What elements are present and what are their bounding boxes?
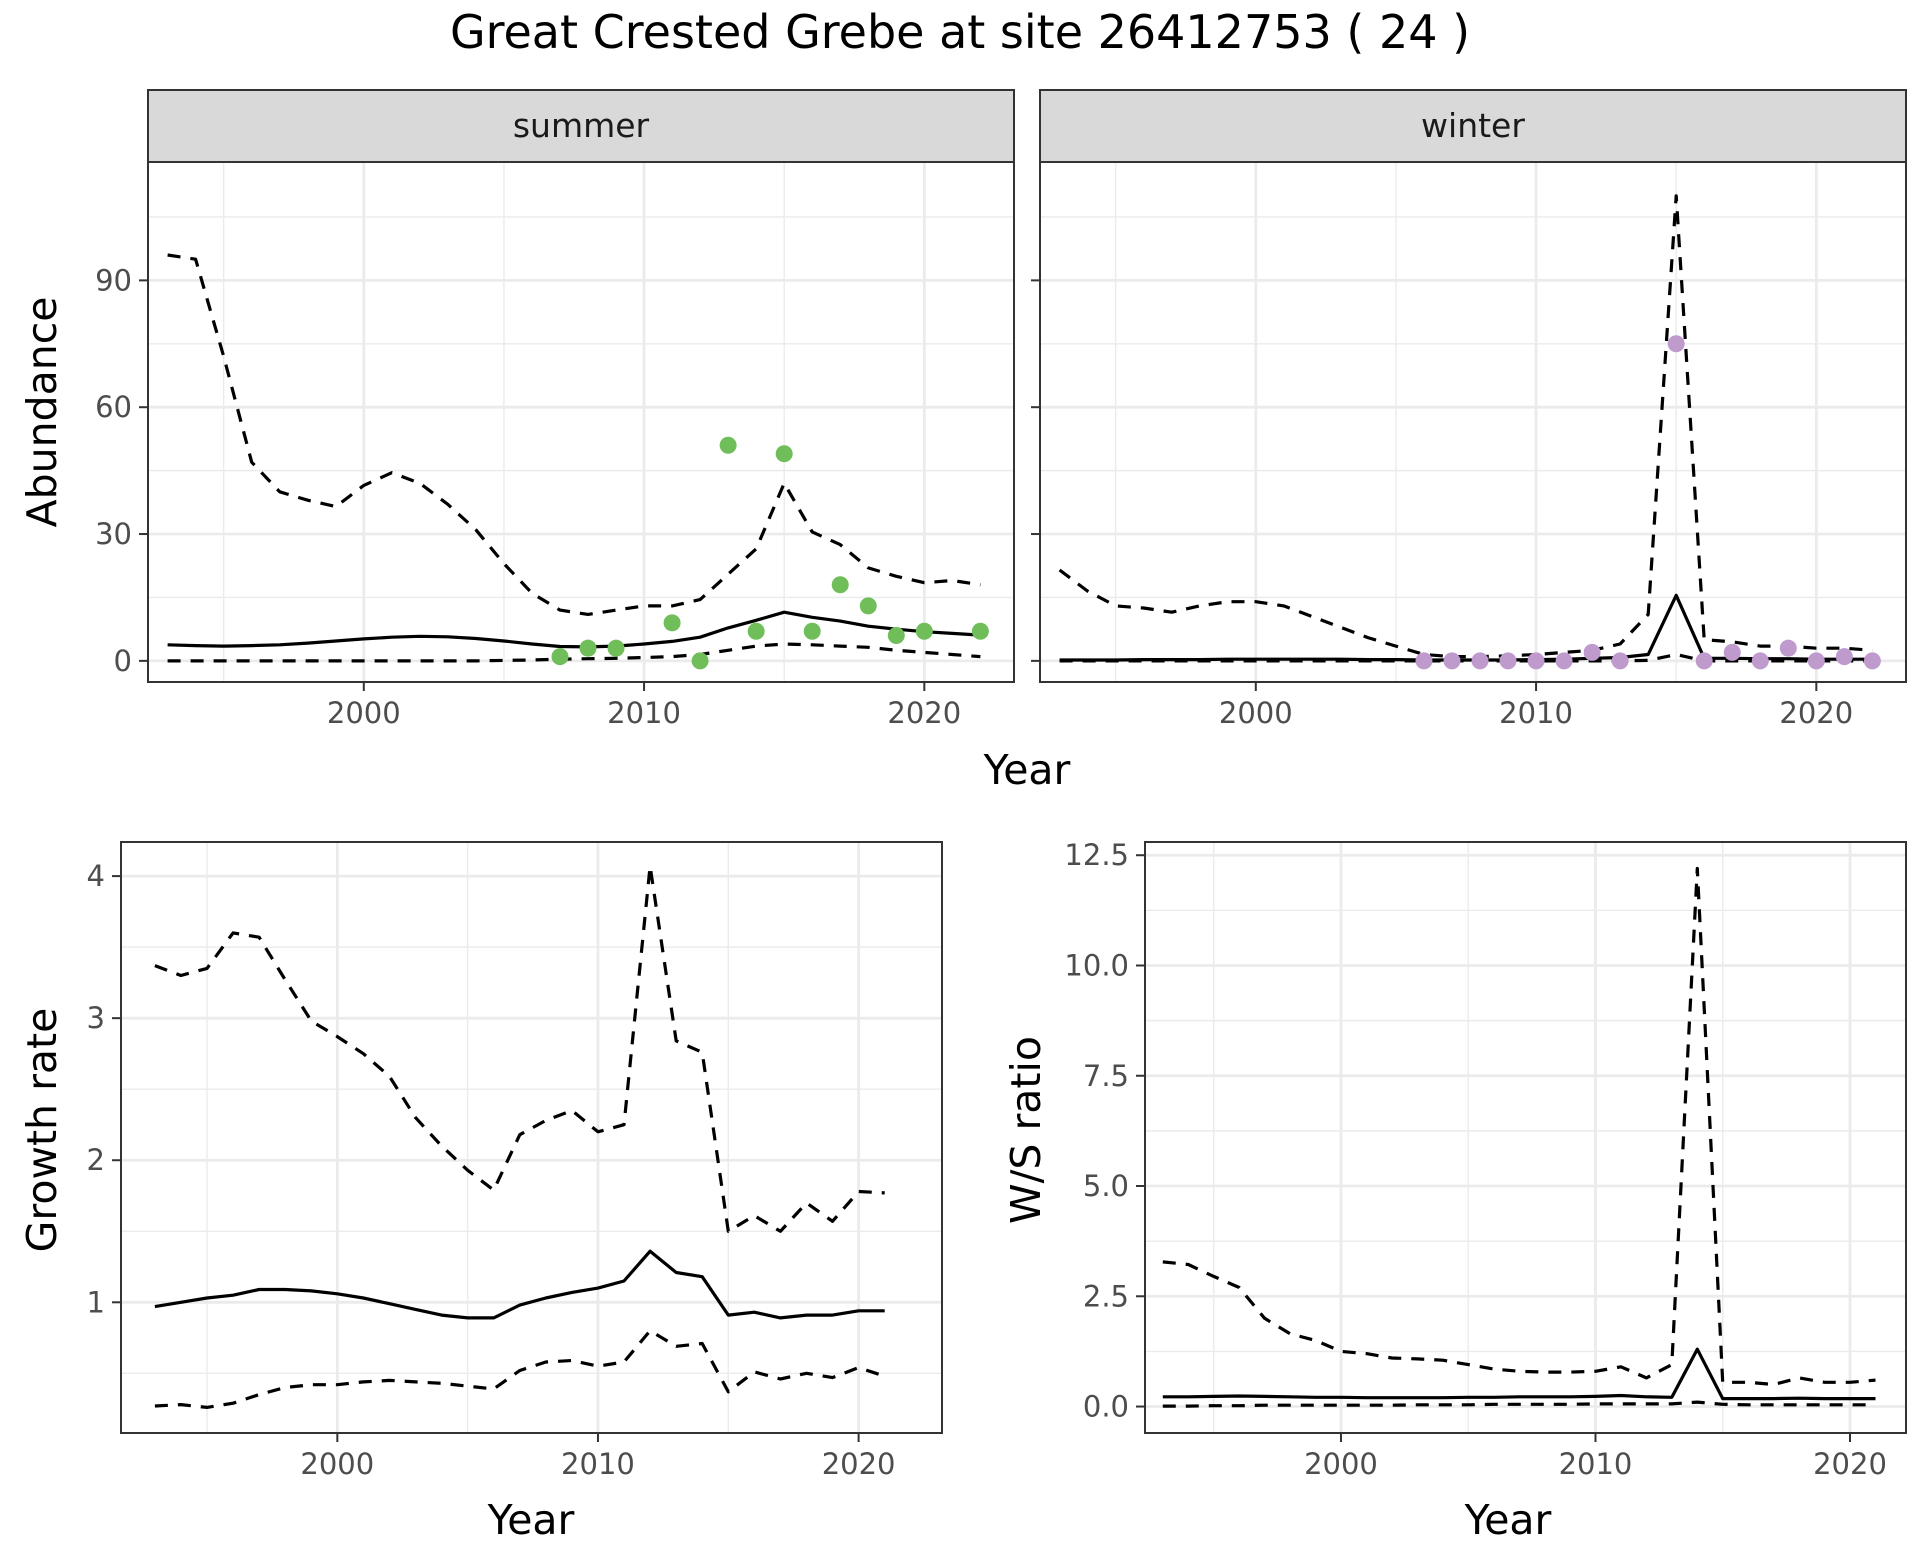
observed-count-point	[691, 652, 709, 670]
observed-count-point	[1499, 652, 1517, 670]
estimate-line	[154, 1249, 885, 1320]
observed-count-point	[1723, 643, 1741, 661]
observed-count-point	[1751, 652, 1769, 670]
strip-winter: winter	[1039, 89, 1907, 163]
y-tick-label: 10.0	[1064, 948, 1129, 982]
plot-background	[121, 842, 942, 1433]
confidence-bound-line	[1162, 1400, 1876, 1408]
panel-winter-abundance: 2000 2010 2020	[1031, 161, 1907, 730]
observed-count-point	[859, 597, 877, 615]
y-tick-label: 0.0	[1083, 1390, 1129, 1424]
observed-count-point	[1527, 652, 1545, 670]
x-tick-label: 2020	[822, 1447, 896, 1481]
panel-ws-ratio: 2000 2010 2020 0.0 2.5 5.0 7.5 10.0 12.5	[1064, 838, 1907, 1481]
confidence-bound-line	[1162, 866, 1876, 1387]
observed-count-point	[887, 626, 905, 644]
x-tick-label: 2000	[327, 696, 401, 730]
x-tick-label: 2010	[1499, 696, 1573, 730]
confidence-bound-line	[167, 642, 981, 663]
y-tick-label: 60	[95, 390, 132, 424]
panel-summer-abundance: 2000 2010 2020 0 30 60 90	[95, 161, 1015, 730]
observed-count-point	[1695, 652, 1713, 670]
observed-count-point	[747, 622, 765, 640]
observed-count-point	[1443, 652, 1461, 670]
observed-count-point	[1555, 652, 1573, 670]
observed-count-point	[1807, 652, 1825, 670]
observed-count-point	[971, 622, 989, 640]
observed-count-point	[775, 445, 793, 463]
confidence-bound-line	[1058, 194, 1873, 659]
strip-summer: summer	[147, 89, 1015, 163]
x-tick-label: 2000	[1219, 696, 1293, 730]
y-tick-label: 7.5	[1083, 1059, 1129, 1093]
y-tick-label: 2	[87, 1143, 105, 1177]
y-tick-label: 90	[95, 263, 132, 297]
y-tick-label: 0	[114, 644, 132, 678]
plot-background	[1040, 162, 1906, 682]
strip-winter-label: winter	[1421, 106, 1525, 145]
panel-border	[120, 841, 943, 1434]
observed-count-point	[1667, 335, 1685, 353]
x-tick-label: 2000	[300, 1447, 374, 1481]
x-tick-label: 2020	[1813, 1447, 1887, 1481]
observed-count-point	[803, 622, 821, 640]
x-tick-label: 2020	[1779, 696, 1853, 730]
ws-x-axis-title: Year	[1464, 1496, 1552, 1544]
observed-count-point	[719, 436, 737, 454]
observed-count-point	[579, 639, 597, 657]
y-tick-label: 30	[95, 517, 132, 551]
top-y-axis-title: Abundance	[18, 297, 66, 528]
observed-count-point	[831, 576, 849, 594]
estimate-line	[1162, 1347, 1876, 1401]
y-tick-label: 5.0	[1083, 1169, 1129, 1203]
panel-border	[147, 161, 1015, 683]
ws-y-axis-title: W/S ratio	[1002, 1036, 1050, 1224]
x-tick-label: 2010	[1559, 1447, 1633, 1481]
observed-count-point	[1583, 643, 1601, 661]
confidence-bound-line	[154, 1329, 886, 1409]
growth-y-axis-title: Growth rate	[18, 1008, 66, 1253]
strip-summer-label: summer	[513, 106, 650, 145]
observed-count-point	[551, 648, 569, 666]
figure-title: Great Crested Grebe at site 26412753 ( 2…	[450, 5, 1470, 59]
observed-count-point	[663, 614, 681, 632]
y-tick-label: 3	[87, 1001, 105, 1035]
observed-count-point	[915, 622, 933, 640]
x-tick-label: 2010	[607, 696, 681, 730]
x-tick-label: 2000	[1304, 1447, 1378, 1481]
top-x-axis-title: Year	[983, 746, 1071, 794]
y-tick-label: 1	[87, 1285, 105, 1319]
x-tick-label: 2020	[887, 696, 961, 730]
y-tick-label: 4	[87, 859, 105, 893]
plot-background	[148, 162, 1014, 682]
y-tick-label: 12.5	[1064, 838, 1129, 872]
estimate-line	[167, 610, 981, 649]
observed-count-point	[1835, 648, 1853, 666]
confidence-bound-line	[154, 864, 885, 1233]
growth-x-axis-title: Year	[487, 1496, 575, 1544]
plot-background	[1145, 842, 1906, 1433]
observed-count-point	[1415, 652, 1433, 670]
panel-growth-rate: 2000 2010 2020 1 2 3 4	[87, 841, 943, 1481]
y-tick-label: 2.5	[1083, 1279, 1129, 1313]
observed-count-point	[1863, 652, 1881, 670]
observed-count-point	[1779, 639, 1797, 657]
observed-count-point	[1611, 652, 1629, 670]
x-tick-label: 2010	[561, 1447, 635, 1481]
panel-border	[1039, 161, 1907, 683]
confidence-bound-line	[1059, 652, 1873, 663]
observed-count-point	[607, 639, 625, 657]
panel-border	[1144, 841, 1907, 1434]
observed-count-point	[1471, 652, 1489, 670]
confidence-bound-line	[167, 253, 981, 616]
